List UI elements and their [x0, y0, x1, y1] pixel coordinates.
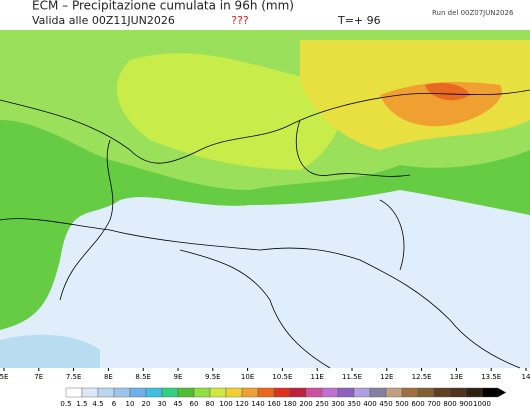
legend-label: 200 — [299, 400, 312, 408]
x-tick-label: 12E — [380, 373, 393, 381]
title: ECM – Precipitazione cumulata in 96h (mm… — [32, 0, 294, 13]
legend-label: 600 — [411, 400, 424, 408]
legend-label: 30 — [158, 400, 167, 408]
unknown-mark: ??? — [231, 14, 249, 27]
legend-swatch — [161, 387, 179, 398]
legend-arrow — [498, 388, 506, 397]
legend-swatch — [81, 387, 99, 398]
legend-swatch — [321, 387, 339, 398]
legend-swatch — [353, 387, 371, 398]
legend-swatch — [449, 387, 467, 398]
legend-swatch — [417, 387, 435, 398]
x-tick-label: 5E — [0, 373, 8, 381]
legend-swatch — [465, 387, 483, 398]
legend-label: 800 — [443, 400, 456, 408]
legend-label: 0.5 — [60, 400, 71, 408]
legend-swatch — [337, 387, 355, 398]
legend-swatch — [385, 387, 403, 398]
color-legend: 0.5 1.5 4.5 6 10 20 30 45 60 80 100 120 140 160 180 200… — [60, 387, 506, 408]
run-time: Run del 00Z07JUN2026 — [432, 9, 514, 17]
legend-swatch — [225, 387, 243, 398]
legend-label: 120 — [235, 400, 248, 408]
x-tick-label: 12.5E — [412, 373, 432, 381]
lead-time: T=+ 96 — [337, 14, 381, 27]
legend-swatch — [257, 387, 275, 398]
legend-label: 100 — [219, 400, 232, 408]
legend-label: 250 — [315, 400, 328, 408]
x-tick-label: 13E — [450, 373, 463, 381]
legend-swatch — [209, 387, 227, 398]
x-tick-label: 10E — [241, 373, 254, 381]
legend-label: 450 — [379, 400, 392, 408]
legend-label: 1000 — [473, 400, 491, 408]
legend-swatch — [305, 387, 323, 398]
legend-swatch — [273, 387, 291, 398]
legend-swatch — [145, 387, 163, 398]
legend-label: 1.5 — [76, 400, 87, 408]
x-tick-label: 7E — [34, 373, 43, 381]
legend-label: 6 — [112, 400, 117, 408]
legend-swatch — [289, 387, 307, 398]
legend-swatch — [401, 387, 419, 398]
legend-label: 400 — [363, 400, 376, 408]
legend-label: 140 — [251, 400, 264, 408]
legend-label: 180 — [283, 400, 296, 408]
legend-label: 60 — [190, 400, 199, 408]
legend-swatch — [193, 387, 211, 398]
valid-time: Valida alle 00Z11JUN2026 — [32, 14, 175, 27]
legend-swatch — [241, 387, 259, 398]
legend-label: 4.5 — [92, 400, 103, 408]
x-axis: 5E 7E 7.5E 8E 8.5E 9E 9.5E 10E 10.5E 11E 11.5E 12E 1… — [0, 368, 530, 381]
x-tick-label: 7.5E — [66, 373, 82, 381]
legend-swatch — [177, 387, 195, 398]
x-tick-label: 13.5E — [481, 373, 501, 381]
x-tick-label: 14 — [522, 373, 530, 381]
x-tick-label: 10.5E — [272, 373, 292, 381]
x-tick-label: 9E — [174, 373, 183, 381]
map-area — [0, 30, 530, 369]
legend-label: 500 — [395, 400, 408, 408]
legend-swatch — [481, 387, 499, 398]
x-tick-label: 8.5E — [135, 373, 151, 381]
x-tick-label: 9.5E — [205, 373, 221, 381]
legend-swatch — [97, 387, 115, 398]
legend-label: 45 — [174, 400, 183, 408]
legend-label: 80 — [206, 400, 215, 408]
legend-label: 350 — [347, 400, 360, 408]
x-tick-label: 11.5E — [342, 373, 362, 381]
legend-label: 900 — [459, 400, 472, 408]
x-tick-label: 11E — [311, 373, 324, 381]
legend-swatch — [433, 387, 451, 398]
x-tick-label: 8E — [104, 373, 113, 381]
legend-label: 10 — [126, 400, 135, 408]
legend-swatch — [369, 387, 387, 398]
legend-swatch — [65, 387, 83, 398]
legend-swatch — [129, 387, 147, 398]
legend-label: 20 — [142, 400, 151, 408]
legend-label: 160 — [267, 400, 280, 408]
legend-swatch — [113, 387, 131, 398]
legend-label: 700 — [427, 400, 440, 408]
legend-label: 300 — [331, 400, 344, 408]
